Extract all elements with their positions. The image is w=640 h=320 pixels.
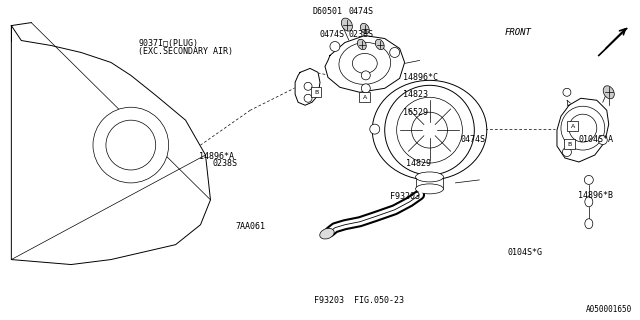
Ellipse shape <box>357 39 366 50</box>
Text: 14829: 14829 <box>406 159 431 168</box>
Ellipse shape <box>353 53 377 73</box>
Ellipse shape <box>603 86 614 99</box>
Ellipse shape <box>341 18 353 31</box>
Ellipse shape <box>370 124 380 134</box>
Text: A: A <box>363 95 367 100</box>
FancyBboxPatch shape <box>568 121 579 131</box>
Circle shape <box>93 107 169 183</box>
Ellipse shape <box>339 43 390 84</box>
Polygon shape <box>12 26 211 265</box>
Circle shape <box>304 94 312 102</box>
Ellipse shape <box>415 184 444 194</box>
Text: 14896*C: 14896*C <box>403 73 438 82</box>
Text: 0104S*G: 0104S*G <box>508 248 543 257</box>
Circle shape <box>106 120 156 170</box>
Circle shape <box>569 114 596 142</box>
Text: 16529: 16529 <box>403 108 428 117</box>
Ellipse shape <box>372 80 487 180</box>
Text: FRONT: FRONT <box>505 28 532 37</box>
Ellipse shape <box>320 228 334 239</box>
Polygon shape <box>325 36 404 92</box>
FancyBboxPatch shape <box>310 87 321 97</box>
Text: 14896*A: 14896*A <box>199 152 234 161</box>
Text: D60501: D60501 <box>312 7 342 16</box>
Text: A: A <box>571 124 575 129</box>
Ellipse shape <box>563 88 571 96</box>
Ellipse shape <box>362 84 371 93</box>
Text: 0474S: 0474S <box>320 30 345 39</box>
Ellipse shape <box>375 39 384 50</box>
Polygon shape <box>557 98 609 162</box>
Text: F93203  FIG.050-23: F93203 FIG.050-23 <box>314 296 404 305</box>
Circle shape <box>385 85 474 175</box>
Text: 7AA061: 7AA061 <box>236 222 266 231</box>
Text: 0238S: 0238S <box>349 30 374 39</box>
Ellipse shape <box>362 71 371 80</box>
FancyBboxPatch shape <box>564 139 575 149</box>
Text: F93203: F93203 <box>390 192 420 201</box>
Text: B: B <box>314 90 318 95</box>
Text: 14896*B: 14896*B <box>578 190 613 200</box>
FancyBboxPatch shape <box>359 92 371 102</box>
Ellipse shape <box>598 136 607 145</box>
Text: 14823: 14823 <box>403 90 428 99</box>
Ellipse shape <box>415 172 444 182</box>
Text: 0104S*A: 0104S*A <box>578 135 613 144</box>
Circle shape <box>330 42 340 52</box>
Text: 0238S: 0238S <box>212 159 237 168</box>
Text: (EXC.SECONDARY AIR): (EXC.SECONDARY AIR) <box>138 47 234 56</box>
Ellipse shape <box>360 23 369 34</box>
Circle shape <box>304 82 312 90</box>
Polygon shape <box>295 68 320 105</box>
Text: B: B <box>568 141 572 147</box>
Ellipse shape <box>563 148 572 156</box>
Ellipse shape <box>585 197 593 207</box>
Ellipse shape <box>584 175 593 184</box>
Circle shape <box>390 47 399 58</box>
Text: 9037I□(PLUG): 9037I□(PLUG) <box>138 39 198 48</box>
Circle shape <box>412 112 447 148</box>
Circle shape <box>397 97 462 163</box>
Text: 0474S: 0474S <box>460 135 485 144</box>
Ellipse shape <box>585 219 593 229</box>
Text: 0474S: 0474S <box>349 7 374 16</box>
Circle shape <box>561 106 605 150</box>
Text: A050001650: A050001650 <box>586 305 632 314</box>
